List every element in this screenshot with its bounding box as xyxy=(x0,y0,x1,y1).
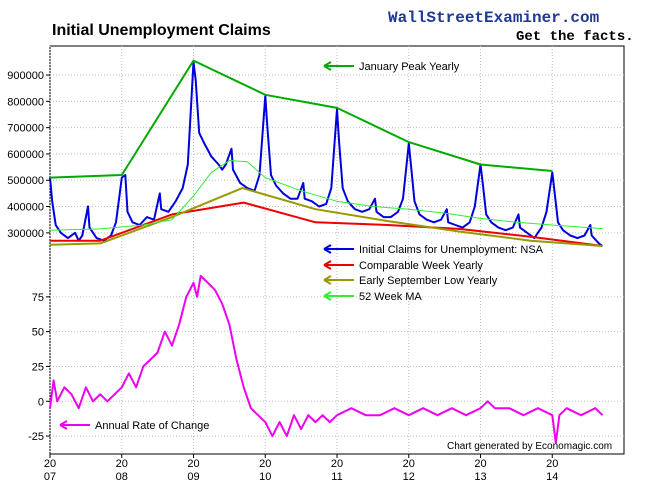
legend-arrow-head-52-week-ma xyxy=(323,291,332,301)
y-tick-label: 600000 xyxy=(7,149,44,161)
legend-label-comparable-week-yearly: Comparable Week Yearly xyxy=(359,260,483,272)
legend-arrow-head-annual-rate-of-change xyxy=(59,420,68,430)
x-tick-label-bottom: 08 xyxy=(116,471,128,483)
y-tick-label: 75 xyxy=(32,292,44,304)
y-tick-layer: 300000 400000 500000 600000 700000 800000 9000… xyxy=(7,70,50,443)
chart-credit: Chart generated by Economagic.com xyxy=(447,441,612,452)
legend-arrow-head-initial-claims-for-unemployment-nsa xyxy=(323,244,332,254)
x-tick-label-top: 20 xyxy=(259,458,271,470)
x-tick-label-top: 20 xyxy=(331,458,343,470)
series-layer xyxy=(49,59,604,444)
x-tick-label-top: 20 xyxy=(116,458,128,470)
series-line-comparable-week-yearly xyxy=(50,201,603,247)
legend-arrow-head-january-peak-yearly xyxy=(323,61,332,71)
x-tick-label-top: 20 xyxy=(187,458,199,470)
x-tick-label-bottom: 14 xyxy=(546,471,558,483)
y-tick-label: 500000 xyxy=(7,175,44,187)
y-tick-label: 700000 xyxy=(7,123,44,135)
series-line-annual-rate-of-change xyxy=(49,274,604,444)
series-line-52-week-ma xyxy=(49,160,603,231)
x-tick-label-bottom: 10 xyxy=(259,471,271,483)
y-tick-label: 0 xyxy=(38,396,44,408)
y-tick-label: 800000 xyxy=(7,96,44,108)
series-line-initial-claims-for-unemployment-nsa xyxy=(49,60,604,247)
legend-label-early-september-low-yearly: Early September Low Yearly xyxy=(359,275,498,287)
brand-name: WallStreetExaminer.com xyxy=(388,9,600,27)
chart-title: Initial Unemployment Claims xyxy=(52,22,271,39)
legend-label-initial-claims-for-unemployment-nsa: Initial Claims for Unemployment: NSA xyxy=(359,244,544,256)
x-tick-label-top: 20 xyxy=(546,458,558,470)
x-tick-label-bottom: 11 xyxy=(331,471,342,483)
legend-arrow-head-early-september-low-yearly xyxy=(323,275,332,285)
x-tick-label-top: 20 xyxy=(403,458,415,470)
legend-layer: January Peak Yearly Initial Claims for Un… xyxy=(59,61,544,432)
x-tick-label-bottom: 12 xyxy=(403,471,415,483)
x-tick-label-top: 20 xyxy=(44,458,56,470)
x-tick-label-bottom: 13 xyxy=(474,471,486,483)
legend-arrow-head-comparable-week-yearly xyxy=(323,260,332,270)
x-tick-label-bottom: 07 xyxy=(44,471,56,483)
x-tick-label-bottom: 09 xyxy=(187,471,199,483)
legend-label-52-week-ma: 52 Week MA xyxy=(359,291,422,303)
y-tick-label: 50 xyxy=(32,327,44,339)
y-tick-label: 25 xyxy=(32,361,44,373)
y-tick-label: 300000 xyxy=(7,228,44,240)
legend-label-january-peak-yearly: January Peak Yearly xyxy=(359,61,460,73)
series-line-early-september-low-yearly xyxy=(49,187,603,247)
x-tick-label-top: 20 xyxy=(474,458,486,470)
series-line-january-peak-yearly xyxy=(49,59,553,179)
y-tick-label: -25 xyxy=(28,431,44,443)
brand-tagline: Get the facts. xyxy=(516,29,634,45)
legend-label-annual-rate-of-change: Annual Rate of Change xyxy=(95,420,209,432)
y-tick-label: 900000 xyxy=(7,70,44,82)
y-tick-label: 400000 xyxy=(7,202,44,214)
